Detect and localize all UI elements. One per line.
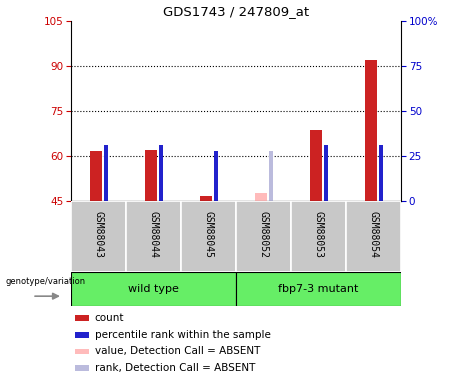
Text: value, Detection Call = ABSENT: value, Detection Call = ABSENT — [95, 346, 260, 356]
Bar — [255, 193, 267, 201]
Bar — [200, 196, 212, 201]
Bar — [181, 201, 236, 272]
Text: GSM88045: GSM88045 — [204, 211, 214, 258]
Bar — [71, 201, 126, 272]
Bar — [104, 145, 108, 201]
Text: wild type: wild type — [129, 284, 179, 294]
Bar — [126, 201, 181, 272]
Bar — [71, 272, 236, 306]
Text: genotype/variation: genotype/variation — [6, 277, 86, 286]
Bar — [378, 145, 383, 201]
Text: GSM88044: GSM88044 — [149, 211, 159, 258]
Bar — [214, 151, 218, 201]
Bar — [145, 150, 157, 201]
Bar — [75, 315, 89, 321]
Bar — [346, 201, 401, 272]
Text: rank, Detection Call = ABSENT: rank, Detection Call = ABSENT — [95, 363, 255, 373]
Title: GDS1743 / 247809_at: GDS1743 / 247809_at — [163, 5, 309, 18]
Text: GSM88043: GSM88043 — [94, 211, 104, 258]
Text: GSM88052: GSM88052 — [259, 211, 269, 258]
Bar — [269, 151, 273, 201]
Bar — [75, 349, 89, 354]
Text: count: count — [95, 313, 124, 323]
Bar — [236, 201, 291, 272]
Bar — [90, 151, 102, 201]
Bar — [75, 365, 89, 371]
Text: GSM88054: GSM88054 — [369, 211, 378, 258]
Bar — [324, 145, 328, 201]
Text: percentile rank within the sample: percentile rank within the sample — [95, 330, 271, 340]
Text: GSM88053: GSM88053 — [313, 211, 324, 258]
Bar — [365, 60, 377, 201]
Text: fbp7-3 mutant: fbp7-3 mutant — [278, 284, 359, 294]
Bar — [159, 145, 163, 201]
Bar — [75, 332, 89, 338]
Bar — [291, 201, 346, 272]
Bar — [310, 130, 322, 201]
Bar — [236, 272, 401, 306]
